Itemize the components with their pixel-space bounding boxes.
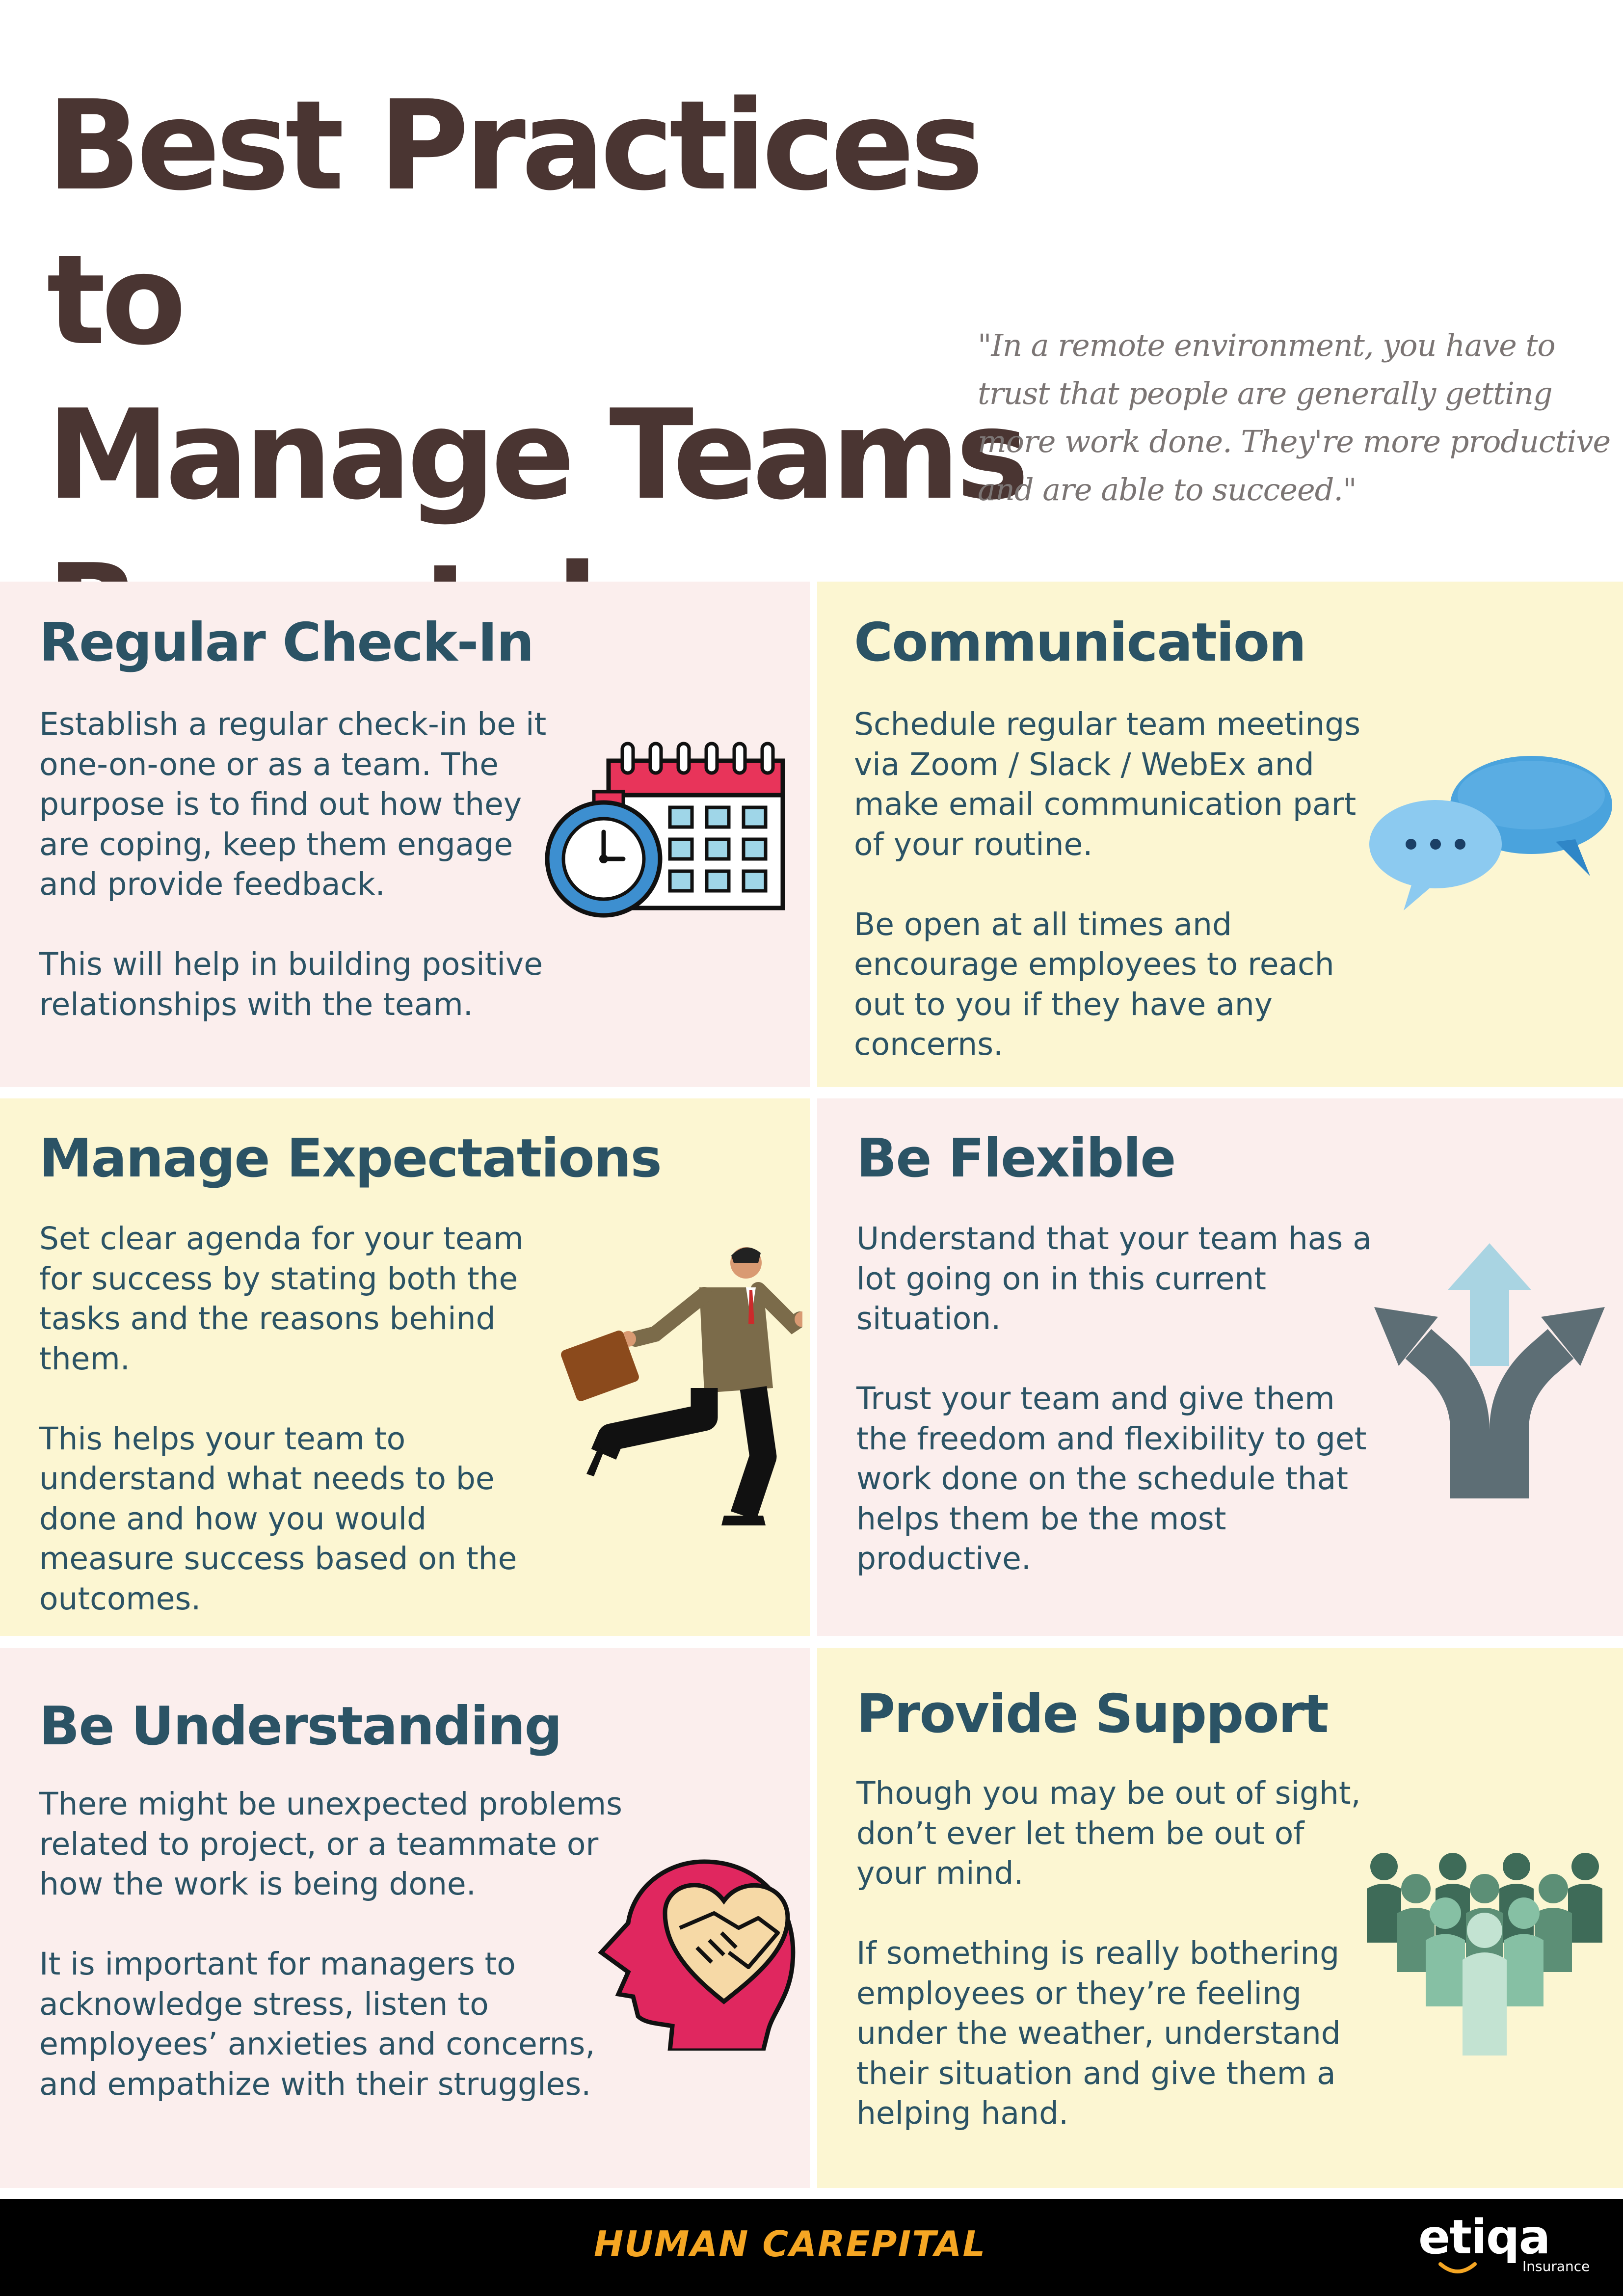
title-line-1: Best Practices to: [47, 74, 984, 373]
section-body: Set clear agenda for your team for succe…: [39, 1219, 559, 1619]
calendar-stopwatch-icon: [545, 734, 790, 930]
etiqa-logo: etiqa: [1418, 2210, 1550, 2265]
section-paragraph: Though you may be out of sight, don’t ev…: [856, 1775, 1361, 1891]
chat-bubbles-icon: [1369, 748, 1615, 915]
section-paragraph: Establish a regular check-in be it one-o…: [39, 706, 547, 902]
section-heading: Regular Check-In: [39, 612, 534, 673]
section-communication: Communication Schedule regular team meet…: [817, 582, 1623, 1087]
head-handshake-heart-icon: [591, 1854, 815, 2053]
section-paragraph: Set clear agenda for your team for succe…: [39, 1221, 524, 1377]
section-body: Schedule regular team meetings via Zoom …: [854, 704, 1384, 1065]
running-businessman-icon: [557, 1241, 810, 1525]
section-heading: Communication: [854, 612, 1306, 673]
section-body: Understand that your team has a lot goin…: [856, 1219, 1377, 1579]
logo-smile-icon: [1438, 2262, 1477, 2273]
section-paragraph: If something is really bothering employe…: [856, 1935, 1341, 2131]
section-paragraph: Understand that your team has a lot goin…: [856, 1221, 1372, 1336]
section-body: Though you may be out of sight, don’t ev…: [856, 1773, 1377, 2134]
section-heading: Be Understanding: [39, 1696, 562, 1757]
section-paragraph: It is important for managers to acknowle…: [39, 1946, 595, 2102]
section-paragraph: This will help in building positive rela…: [39, 946, 543, 1022]
section-regular-check-in: Regular Check-In Establish a regular che…: [0, 582, 810, 1087]
section-heading: Manage Expectations: [39, 1128, 662, 1189]
section-paragraph: Trust your team and give them the freedo…: [856, 1381, 1367, 1576]
brand-name: HUMAN CAREPITAL: [594, 2223, 986, 2265]
quote: "In a remote environment, you have to tr…: [978, 327, 1611, 507]
section-heading: Be Flexible: [856, 1128, 1176, 1189]
section-paragraph: There might be unexpected problems relat…: [39, 1786, 622, 1902]
section-provide-support: Provide Support Though you may be out of…: [817, 1648, 1623, 2188]
section-paragraph: Schedule regular team meetings via Zoom …: [854, 706, 1361, 862]
section-be-understanding: Be Understanding There might be unexpect…: [0, 1648, 810, 2188]
section-manage-expectations: Manage Expectations Set clear agenda for…: [0, 1098, 810, 1636]
section-paragraph: Be open at all times and encourage emplo…: [854, 906, 1334, 1063]
diverging-arrows-icon: [1364, 1243, 1615, 1498]
section-body: Establish a regular check-in be it one-o…: [39, 704, 569, 1024]
section-heading: Provide Support: [856, 1683, 1329, 1745]
section-body: There might be unexpected problems relat…: [39, 1784, 653, 2104]
footer: HUMAN CAREPITAL etiqa Insurance: [0, 2199, 1623, 2296]
section-paragraph: This helps your team to understand what …: [39, 1420, 517, 1617]
team-group-icon: [1367, 1844, 1602, 2056]
title-line-2: Manage Teams: [47, 383, 1029, 527]
logo-subtitle: Insurance: [1522, 2258, 1590, 2274]
section-be-flexible: Be Flexible Understand that your team ha…: [817, 1098, 1623, 1636]
